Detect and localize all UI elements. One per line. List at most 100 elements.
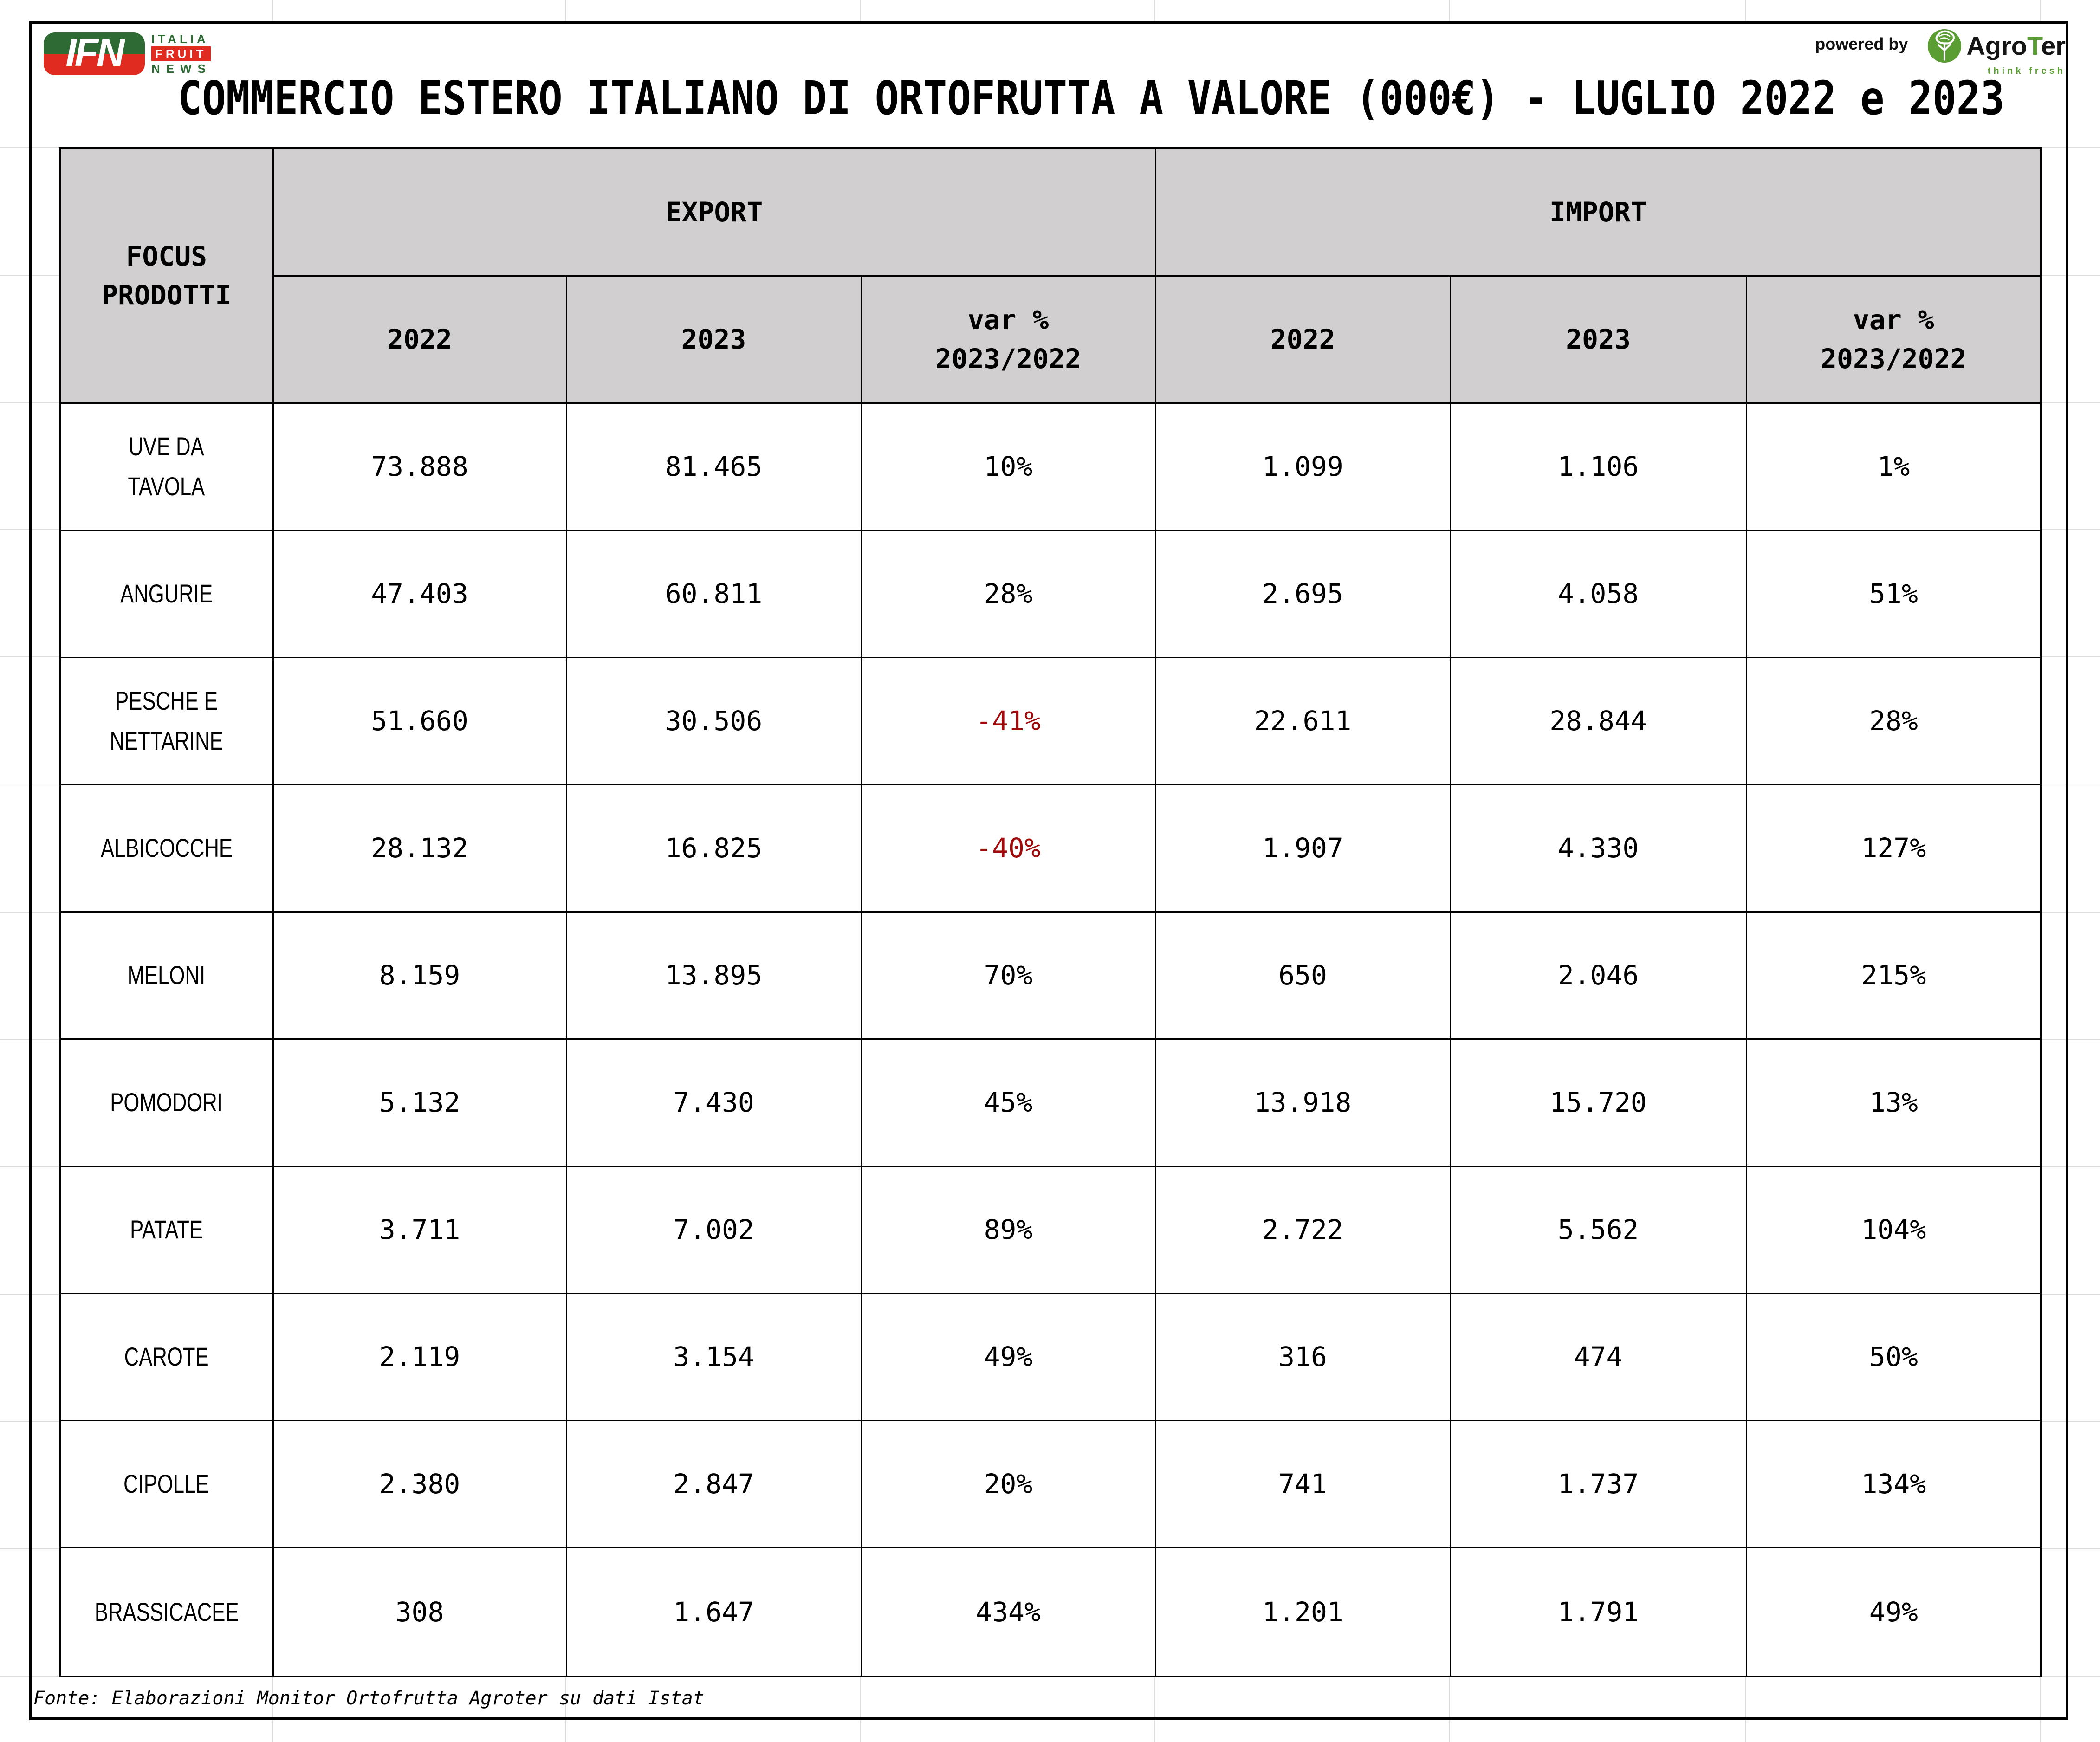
ifn-abbr: IFN: [65, 31, 124, 74]
table-row: ANGURIE 47.403 60.811 28% 2.695 4.058 51…: [59, 529, 2042, 658]
export-var-cell: 28%: [860, 529, 1156, 658]
agroter-logo: powered by AgroTer think fresh: [1815, 29, 2066, 77]
export-2022-cell: 73.888: [272, 402, 567, 531]
product-cell: PATATE: [59, 1165, 274, 1294]
import-2022-cell: 650: [1154, 911, 1451, 1040]
import-var-cell: 49%: [1745, 1547, 2042, 1677]
import-2022-cell: 1.201: [1154, 1547, 1451, 1677]
import-2023-cell: 474: [1449, 1292, 1747, 1421]
source-note: Fonte: Elaborazioni Monitor Ortofrutta A…: [33, 1688, 704, 1709]
import-group-header: IMPORT: [1154, 147, 2042, 277]
table-row: POMODORI 5.132 7.430 45% 13.918 15.720 1…: [59, 1038, 2042, 1167]
export-2022-cell: 51.660: [272, 656, 567, 785]
import-2022-cell: 2.722: [1154, 1165, 1451, 1294]
import-var-cell: 127%: [1745, 784, 2042, 913]
import-var-cell: 13%: [1745, 1038, 2042, 1167]
import-var-cell: 134%: [1745, 1419, 2042, 1548]
product-cell: ANGURIE: [59, 529, 274, 658]
ifn-word-news: NEWS: [151, 62, 212, 76]
export-var-header: var % 2023/2022: [860, 275, 1156, 404]
import-var-cell: 51%: [1745, 529, 2042, 658]
import-2023-cell: 1.791: [1449, 1547, 1747, 1677]
import-2023-cell: 5.562: [1449, 1165, 1747, 1294]
export-2023-cell: 81.465: [565, 402, 862, 531]
export-2023-cell: 1.647: [565, 1547, 862, 1677]
export-2023-cell: 2.847: [565, 1419, 862, 1548]
import-var-cell: 1%: [1745, 402, 2042, 531]
header-sub-row: 2022 2023 var % 2023/2022 2022 2023 var …: [60, 275, 2042, 404]
export-2023-cell: 13.895: [565, 911, 862, 1040]
export-2023-cell: 60.811: [565, 529, 862, 658]
agroter-name-left: Agro: [1966, 31, 2027, 60]
table-row: CIPOLLE 2.380 2.847 20% 741 1.737 134%: [59, 1419, 2042, 1548]
export-2022-cell: 308: [272, 1547, 567, 1677]
ifn-wordmark: ITALIA FRUIT NEWS: [151, 32, 212, 75]
export-2022-cell: 28.132: [272, 784, 567, 913]
import-var-header: var % 2023/2022: [1745, 275, 2042, 404]
table-row: CAROTE 2.119 3.154 49% 316 474 50%: [59, 1292, 2042, 1421]
table-row: PESCHE E NETTARINE 51.660 30.506 -41% 22…: [59, 656, 2042, 785]
import-2022-cell: 2.695: [1154, 529, 1451, 658]
import-var-cell: 28%: [1745, 656, 2042, 785]
page-title: COMMERCIO ESTERO ITALIANO DI ORTOFRUTTA …: [178, 71, 2005, 125]
product-cell: PESCHE E NETTARINE: [59, 656, 274, 785]
import-2023-cell: 2.046: [1449, 911, 1747, 1040]
product-cell: POMODORI: [59, 1038, 274, 1167]
export-var-cell: 20%: [860, 1419, 1156, 1548]
agroter-tree-icon: [1928, 29, 1962, 63]
export-group-header: EXPORT: [272, 147, 1156, 277]
export-2022-cell: 8.159: [272, 911, 567, 1040]
export-var-cell: -41%: [860, 656, 1156, 785]
import-2023-cell: 1.106: [1449, 402, 1747, 531]
import-var-cell: 50%: [1745, 1292, 2042, 1421]
agroter-name-mid: T: [2027, 31, 2042, 60]
ifn-badge-icon: IFN: [44, 31, 145, 75]
import-2023-cell: 28.844: [1449, 656, 1747, 785]
import-2022-cell: 1.907: [1154, 784, 1451, 913]
import-2023-cell: 4.058: [1449, 529, 1747, 658]
export-var-cell: 70%: [860, 911, 1156, 1040]
export-2022-cell: 2.119: [272, 1292, 567, 1421]
title-band: [32, 24, 2066, 147]
product-cell: CAROTE: [59, 1292, 274, 1421]
export-var-cell: 10%: [860, 402, 1156, 531]
powered-by-label: powered by: [1815, 34, 1908, 53]
export-2023-cell: 30.506: [565, 656, 862, 785]
product-cell: CIPOLLE: [59, 1419, 274, 1548]
agroter-name-right: er: [2041, 31, 2066, 60]
export-2022-cell: 5.132: [272, 1038, 567, 1167]
table-row: BRASSICACEE 308 1.647 434% 1.201 1.791 4…: [59, 1547, 2042, 1677]
import-var-cell: 104%: [1745, 1165, 2042, 1294]
product-cell: UVE DA TAVOLA: [59, 402, 274, 531]
product-cell: BRASSICACEE: [59, 1547, 274, 1677]
table-row: ALBICOCCHE 28.132 16.825 -40% 1.907 4.33…: [59, 784, 2042, 913]
import-2023-header: 2023: [1449, 275, 1747, 404]
export-var-cell: 45%: [860, 1038, 1156, 1167]
export-var-cell: 434%: [860, 1547, 1156, 1677]
table-row: UVE DA TAVOLA 73.888 81.465 10% 1.099 1.…: [59, 402, 2042, 531]
product-cell: ALBICOCCHE: [59, 784, 274, 913]
corner-header: FOCUS PRODOTTI: [59, 147, 274, 404]
ifn-logo: IFN ITALIA FRUIT NEWS: [44, 31, 212, 75]
import-2022-header: 2022: [1154, 275, 1451, 404]
table-row: PATATE 3.711 7.002 89% 2.722 5.562 104%: [59, 1165, 2042, 1294]
import-2023-cell: 15.720: [1449, 1038, 1747, 1167]
import-var-cell: 215%: [1745, 911, 2042, 1040]
product-cell: MELONI: [59, 911, 274, 1040]
export-2023-cell: 16.825: [565, 784, 862, 913]
export-2023-header: 2023: [565, 275, 862, 404]
export-var-cell: 49%: [860, 1292, 1156, 1421]
import-2022-cell: 741: [1154, 1419, 1451, 1548]
import-2023-cell: 1.737: [1449, 1419, 1747, 1548]
agroter-wordmark: AgroTer think fresh: [1966, 31, 2066, 77]
import-2022-cell: 1.099: [1154, 402, 1451, 531]
import-2023-cell: 4.330: [1449, 784, 1747, 913]
export-var-cell: -40%: [860, 784, 1156, 913]
export-2022-cell: 3.711: [272, 1165, 567, 1294]
agroter-tagline: think fresh: [1987, 66, 2066, 76]
ifn-word-italia: ITALIA: [151, 32, 209, 46]
import-2022-cell: 22.611: [1154, 656, 1451, 785]
export-2023-cell: 3.154: [565, 1292, 862, 1421]
export-2023-cell: 7.430: [565, 1038, 862, 1167]
header-group-row: FOCUS PRODOTTI EXPORT IMPORT: [59, 147, 2042, 404]
